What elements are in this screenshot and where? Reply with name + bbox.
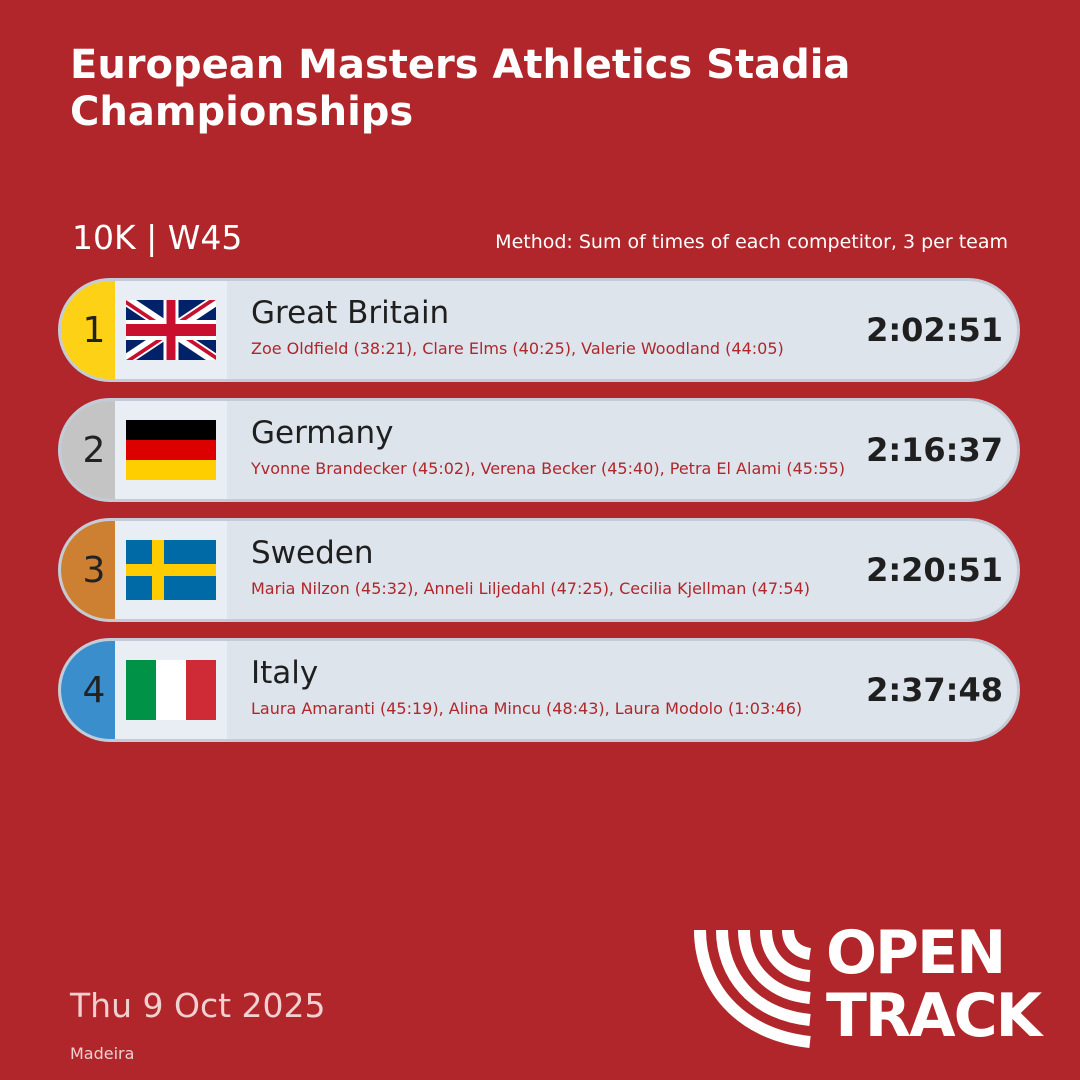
opentrack-logo: OPEN TRACK xyxy=(692,922,1052,1052)
flag-cell xyxy=(115,641,227,739)
rank-badge: 1 xyxy=(61,281,115,379)
rank-badge: 3 xyxy=(61,521,115,619)
rank-badge: 2 xyxy=(61,401,115,499)
result-row: 2 Germany Yvonne Brandecker (45:02), Ver… xyxy=(58,398,1020,502)
team-time: 2:37:48 xyxy=(866,671,1003,709)
team-time: 2:16:37 xyxy=(866,431,1003,469)
event-label: 10K | W45 xyxy=(72,218,243,257)
uk-flag-icon xyxy=(126,300,216,360)
page-title: European Masters Athletics Stadia Champi… xyxy=(70,42,851,135)
sweden-flag-icon xyxy=(126,540,216,600)
logo-wordmark: OPEN TRACK xyxy=(826,918,1042,1051)
team-members: Maria Nilzon (45:32), Anneli Liljedahl (… xyxy=(251,579,811,598)
italy-flag-icon xyxy=(126,660,216,720)
country-name: Germany xyxy=(251,415,394,451)
flag-cell xyxy=(115,281,227,379)
method-note: Method: Sum of times of each competitor,… xyxy=(495,231,1008,253)
germany-flag-icon xyxy=(126,420,216,480)
rank-badge: 4 xyxy=(61,641,115,739)
logo-line-1: OPEN xyxy=(826,918,1006,988)
flag-cell xyxy=(115,401,227,499)
event-date: Thu 9 Oct 2025 xyxy=(70,986,326,1025)
team-time: 2:20:51 xyxy=(866,551,1003,589)
result-row: 1 Great Britain Zoe Oldfield (38:21), Cl… xyxy=(58,278,1020,382)
team-members: Laura Amaranti (45:19), Alina Mincu (48:… xyxy=(251,699,803,718)
result-row: 4 Italy Laura Amaranti (45:19), Alina Mi… xyxy=(58,638,1020,742)
country-name: Sweden xyxy=(251,535,374,571)
team-members: Yvonne Brandecker (45:02), Verena Becker… xyxy=(251,459,845,478)
logo-line-2: TRACK xyxy=(826,981,1042,1051)
country-name: Italy xyxy=(251,655,319,691)
country-name: Great Britain xyxy=(251,295,450,331)
result-row: 3 Sweden Maria Nilzon (45:32), Anneli Li… xyxy=(58,518,1020,622)
team-time: 2:02:51 xyxy=(866,311,1003,349)
flag-cell xyxy=(115,521,227,619)
track-lanes-icon xyxy=(694,929,812,1048)
event-venue: Madeira xyxy=(70,1044,135,1063)
team-members: Zoe Oldfield (38:21), Clare Elms (40:25)… xyxy=(251,339,784,358)
